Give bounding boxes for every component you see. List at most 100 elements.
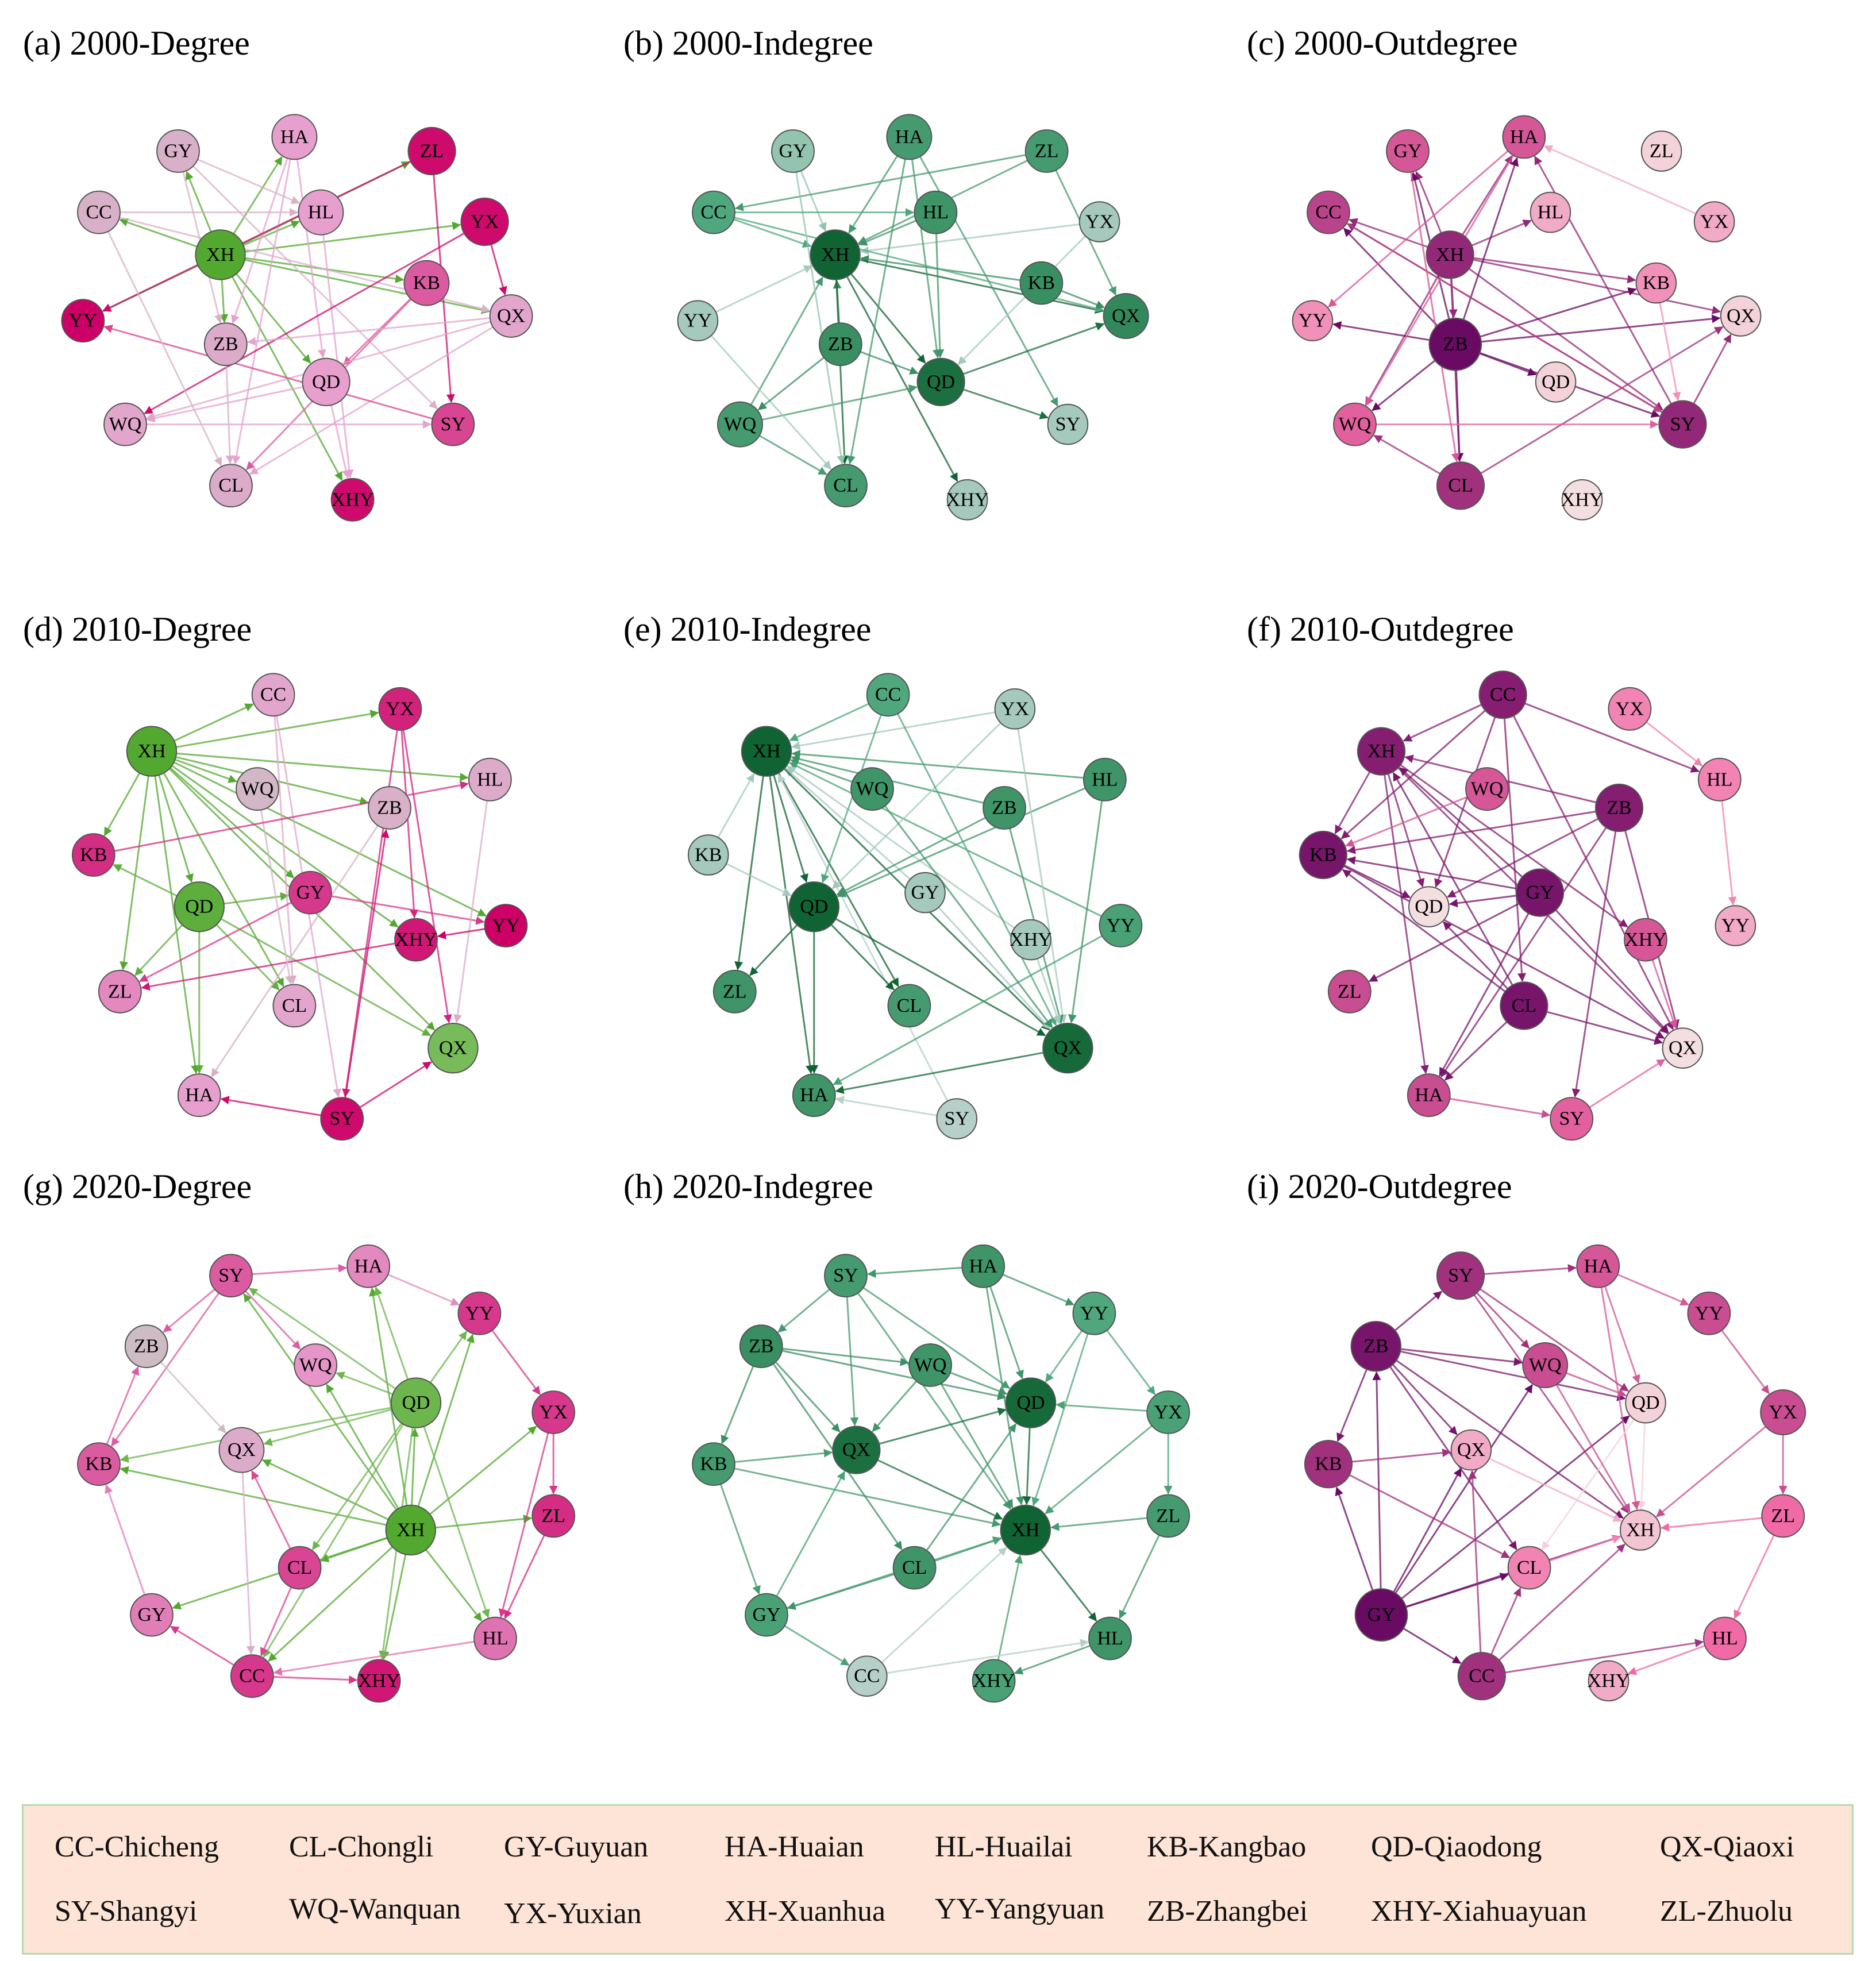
- edge-xh-ha: [154, 776, 200, 1074]
- nodes: HA GY ZL CC HL YX XH KB YY QX ZB QD WQ SY CL XHY: [61, 114, 533, 522]
- node-yx: [1078, 201, 1120, 242]
- edge-yx-xh: [860, 223, 1080, 255]
- node-cl: [887, 984, 931, 1028]
- panel-5: (e) 2010-Indegree CC YX XH WQ HL ZB KB GY YY QD XHY…: [623, 610, 1143, 1139]
- edge-wq-qx: [884, 805, 1053, 1028]
- node-xhy: [1010, 919, 1051, 961]
- node-qx: [427, 1023, 479, 1074]
- node-cl: [1500, 981, 1548, 1030]
- edge-gy-kb: [1346, 856, 1517, 890]
- edge-xh-kb: [120, 1466, 387, 1526]
- edge-xh-gy: [170, 767, 295, 879]
- node-label-wq: WQ: [109, 414, 142, 435]
- node-label-ha: HA: [895, 126, 924, 148]
- node-label-sy: SY: [833, 1265, 858, 1286]
- legend-item-cl: CL-Chongli: [289, 1831, 434, 1863]
- node-qx: [1450, 1429, 1492, 1471]
- edge-xhy-xh: [997, 1554, 1023, 1661]
- nodes: SY HA YY ZB WQ QD YX KB QX ZL XH CL GY HL CC XHY: [692, 1244, 1191, 1703]
- panel-title: (d) 2010-Degree: [23, 610, 252, 648]
- edge-gy-qx: [1393, 1467, 1462, 1593]
- node-cc: [692, 190, 735, 234]
- node-label-xhy: XHY: [1561, 489, 1604, 510]
- node-label-xh: XH: [396, 1520, 425, 1541]
- edge-gy-zl: [138, 901, 292, 983]
- node-label-zl: ZL: [1156, 1505, 1180, 1527]
- node-zb: [1594, 783, 1644, 833]
- edge-xh-yx: [429, 1426, 537, 1515]
- edge-qd-cl: [311, 1423, 403, 1551]
- node-zb: [739, 1324, 783, 1369]
- edge-qx-zb: [247, 317, 491, 346]
- node-wq: [850, 767, 894, 811]
- node-label-ha: HA: [800, 1085, 829, 1106]
- edge-sy-qx: [359, 1061, 432, 1108]
- edge-qx-xh: [877, 1459, 1003, 1520]
- edge-qd-qx: [835, 918, 1046, 1037]
- node-xh: [741, 726, 792, 777]
- node-label-cc: CC: [700, 202, 726, 223]
- edge-cl-wq: [1373, 434, 1441, 475]
- node-wq: [1522, 1342, 1569, 1388]
- node-label-xh: XH: [1436, 244, 1464, 265]
- node-label-ha: HA: [355, 1255, 383, 1277]
- node-label-gy: GY: [164, 141, 192, 162]
- nodes: CC YX XH WQ HL ZB KB GY YY QD XHY ZL CL QX HA SY: [71, 673, 528, 1141]
- node-ha: [1502, 115, 1546, 159]
- node-zl: [1024, 129, 1069, 173]
- node-xhy: [357, 1659, 401, 1703]
- edge-qd-cl: [830, 924, 895, 991]
- edge-zb-ha: [1462, 157, 1519, 320]
- edge-xh-qx: [244, 259, 491, 314]
- edge-zb-ha: [211, 825, 379, 1078]
- node-xhy: [946, 479, 988, 521]
- edge-xh-zl: [734, 776, 764, 970]
- edge-xh-cl: [777, 772, 899, 987]
- node-label-qx: QX: [1727, 306, 1755, 327]
- edge-qd-sy: [963, 388, 1049, 419]
- node-label-zl: ZL: [541, 1505, 565, 1527]
- edge-xh-sy: [1468, 268, 1663, 411]
- edge-xh-xhy: [1400, 764, 1628, 928]
- edge-xh-ha: [233, 156, 283, 234]
- edge-wq-xh: [750, 276, 823, 406]
- edge-gy-cl: [1410, 172, 1460, 463]
- edge-yy-xh: [789, 762, 1102, 918]
- edge-ha-zb: [231, 157, 288, 324]
- node-label-qx: QX: [842, 1439, 870, 1461]
- edge-kb-qx: [1351, 1448, 1451, 1463]
- node-label-yy: YY: [1080, 1303, 1108, 1324]
- edge-qd-qx: [962, 322, 1105, 375]
- node-qd: [1408, 886, 1450, 927]
- edge-qd-cl: [1541, 1419, 1635, 1551]
- node-yy: [457, 1291, 502, 1335]
- node-label-cl: CL: [1512, 995, 1536, 1016]
- node-kb: [1019, 261, 1064, 305]
- edge-xh-hl: [176, 752, 469, 781]
- panel-title: (b) 2000-Indegree: [623, 24, 873, 62]
- node-hl: [1703, 1616, 1747, 1661]
- edge-xh-cl: [163, 772, 284, 987]
- node-label-cl: CL: [282, 995, 307, 1016]
- edge-cc-hl: [1524, 702, 1700, 773]
- edge-qd-hl: [423, 1426, 490, 1619]
- node-kb: [403, 260, 450, 306]
- node-qx: [1662, 1027, 1704, 1069]
- node-label-gy: GY: [752, 1604, 780, 1625]
- edge-gy-zb: [1372, 1371, 1382, 1589]
- node-xh: [1000, 1504, 1051, 1556]
- edge-hl-qx: [1068, 800, 1103, 1023]
- node-cl: [209, 464, 253, 508]
- node-cc: [1478, 671, 1527, 719]
- edge-zb-cl: [1455, 370, 1464, 462]
- node-label-xh: XH: [1011, 1520, 1039, 1541]
- node-yy: [1687, 1291, 1731, 1335]
- node-label-qd: QD: [1016, 1392, 1045, 1413]
- node-ha: [1576, 1244, 1620, 1288]
- panel-title: (i) 2020-Outdegree: [1247, 1168, 1512, 1205]
- edge-qd-xh: [1022, 1427, 1031, 1505]
- node-label-kb: KB: [413, 272, 440, 294]
- node-cl: [1507, 1546, 1551, 1590]
- node-label-qd: QD: [1542, 371, 1570, 392]
- node-xhy: [394, 918, 438, 962]
